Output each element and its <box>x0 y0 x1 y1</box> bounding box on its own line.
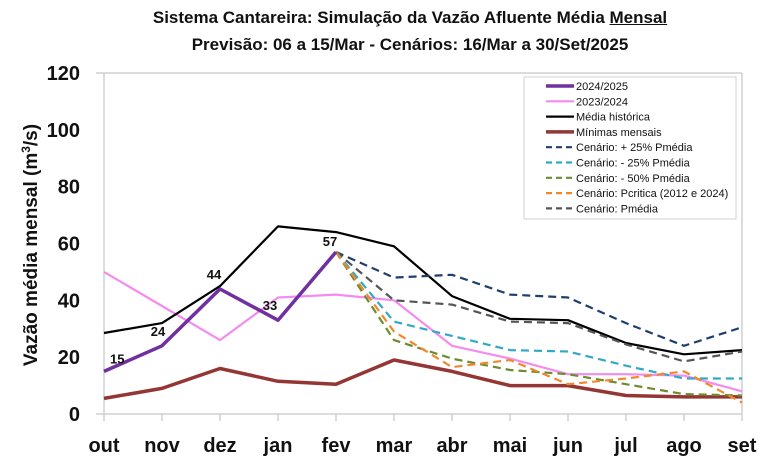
series-line-m-dia-hist-rica <box>103 225 743 356</box>
y-tick-label: 0 <box>69 404 80 426</box>
x-tick-label: mar <box>376 435 413 457</box>
legend-label: Cenário: Pcritica (2012 e 2024) <box>576 188 728 200</box>
series-line-cen-rio-50-pm-dia <box>335 251 743 397</box>
data-label: 33 <box>263 298 277 313</box>
series-line-2024-2025 <box>103 250 338 374</box>
y-tick-label: 120 <box>47 63 80 85</box>
x-tick-label: fev <box>322 435 352 457</box>
y-tick-label: 100 <box>47 120 80 142</box>
legend-label: Cenário: Pmédia <box>576 203 659 215</box>
series-line-cen-rio-pm-dia <box>335 251 743 363</box>
chart-title-line2: Previsão: 06 a 15/Mar - Cenários: 16/Mar… <box>191 35 629 54</box>
y-tick-label: 20 <box>58 347 80 369</box>
x-tick-label: jul <box>613 435 637 457</box>
data-label: 57 <box>323 234 337 249</box>
x-tick-label: out <box>88 435 119 457</box>
title-text: Sistema Cantareira: Simulação da Vazão A… <box>152 8 610 27</box>
y-axis-label: Vazão média mensal (m3/s) <box>19 124 42 366</box>
x-tick-label: dez <box>203 435 236 457</box>
data-label: 15 <box>110 351 124 366</box>
series-line-cen-rio-25-pm-dia <box>335 250 743 347</box>
legend-label: 2023/2024 <box>576 96 628 108</box>
series-line-cen-rio-25-pm-dia <box>335 251 742 380</box>
series-line-2023-2024 <box>103 270 743 393</box>
legend-label: Mínimas mensais <box>576 127 662 139</box>
x-tick-label: abr <box>436 435 467 457</box>
x-tick-label: jan <box>263 435 293 457</box>
x-tick-label: jun <box>552 435 583 457</box>
x-tick-label: mai <box>493 435 527 457</box>
x-tick-label: ago <box>666 435 702 457</box>
x-tick-label: set <box>728 435 757 457</box>
series-line-cen-rio-pcritica-2012-e-2024- <box>335 251 743 404</box>
data-label: 44 <box>207 267 222 282</box>
data-label: 24 <box>151 324 166 339</box>
x-tick-label: nov <box>144 435 180 457</box>
legend-label: Média histórica <box>576 112 651 124</box>
legend-label: Cenário: - 50% Pmédia <box>576 173 691 185</box>
chart-title-line1: Sistema Cantareira: Simulação da Vazão A… <box>0 8 768 28</box>
title-underlined: Mensal <box>609 8 668 27</box>
legend-label: Cenário: - 25% Pmédia <box>576 158 691 170</box>
legend-label: Cenário: + 25% Pmédia <box>576 142 693 154</box>
y-tick-label: 40 <box>58 290 80 312</box>
legend-label: 2024/2025 <box>576 81 628 93</box>
series-line-m-nimas-mensais <box>103 358 742 401</box>
y-tick-label: 80 <box>58 177 80 199</box>
y-tick-label: 60 <box>58 234 80 256</box>
